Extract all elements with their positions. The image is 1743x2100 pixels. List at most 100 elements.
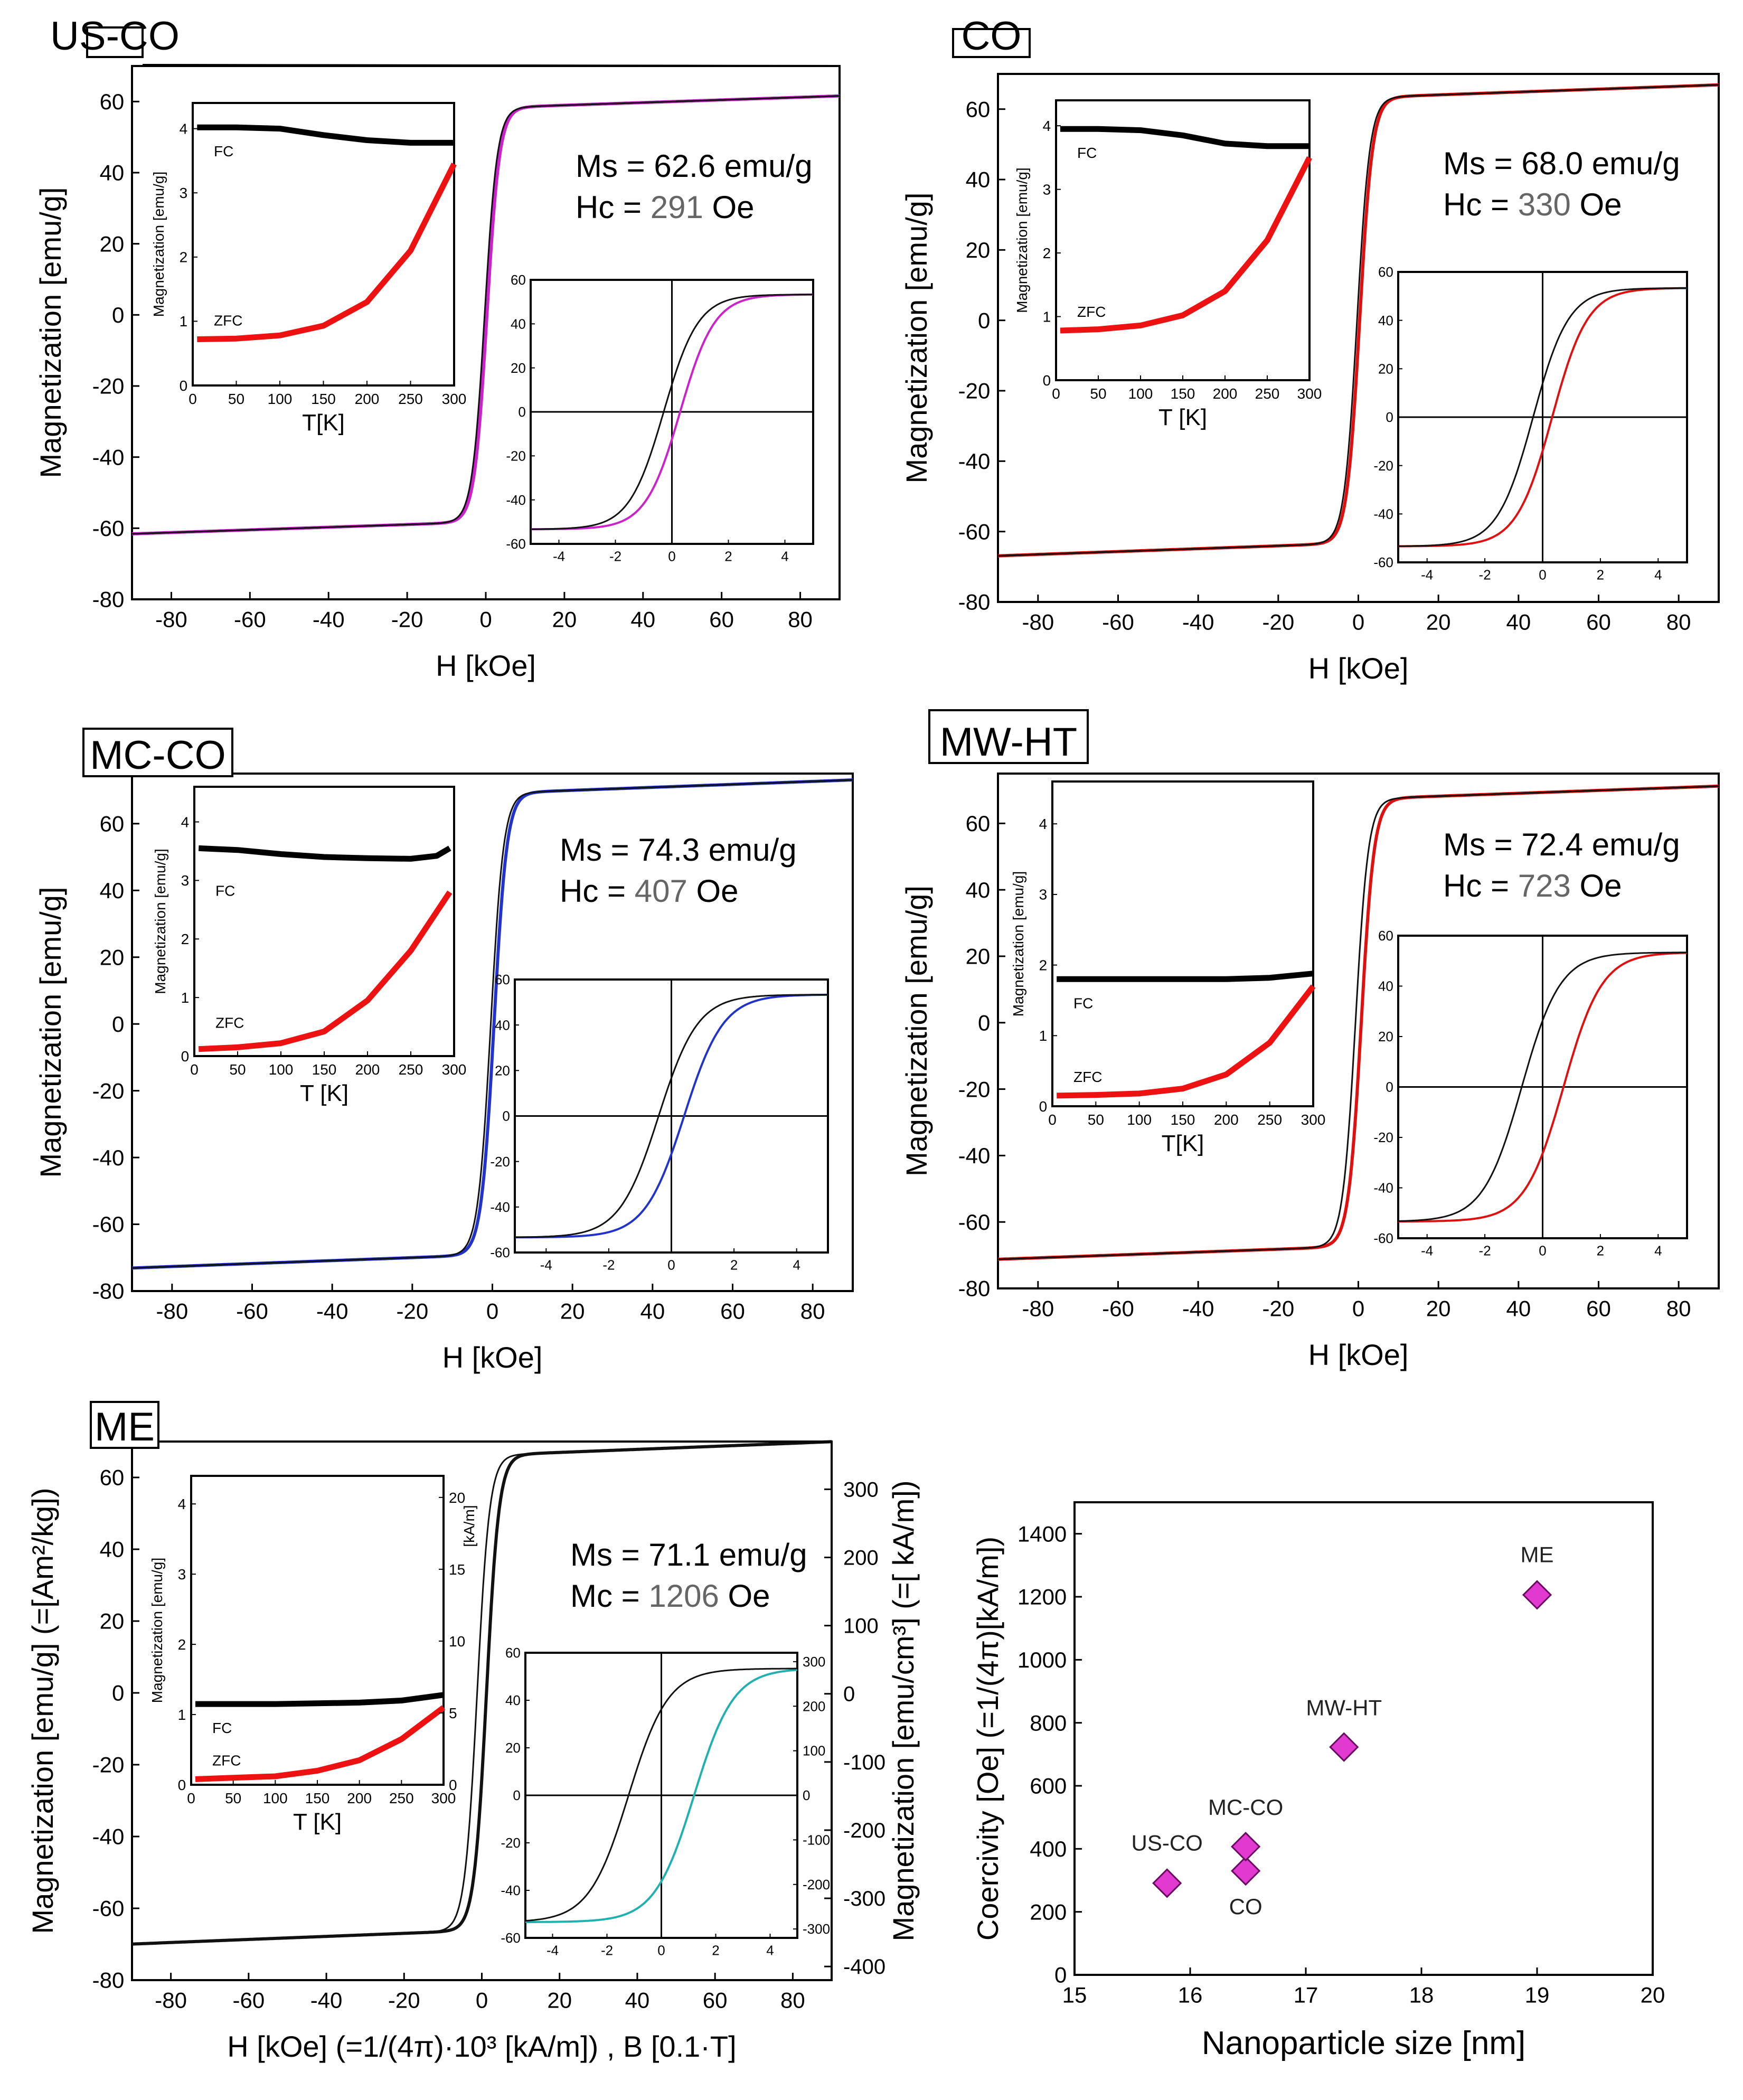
fc-zfc-y-tick-label: 0	[178, 1777, 186, 1793]
fc-zfc-y-tick-label: 3	[178, 1566, 186, 1583]
fc-zfc-x-tick-label: 150	[1171, 1112, 1195, 1128]
main-x-tick-label: -60	[236, 1299, 268, 1324]
fc-label: FC	[1073, 995, 1093, 1011]
fc-zfc-y-label: Magnetization [emu/g]	[152, 849, 168, 994]
fc-zfc-y-tick-label: 4	[180, 120, 188, 137]
loop-y-tick-label: -20	[490, 1154, 510, 1170]
main-y-tick-label: 60	[100, 812, 125, 836]
main-x-tick-label: -40	[316, 1299, 348, 1324]
main-x-tick-label: -20	[388, 1988, 420, 2013]
fc-zfc-right-tick-label: 10	[449, 1633, 465, 1650]
loop-branch-ascending	[525, 1669, 798, 1924]
y-axis-label: Magnetization [emu/g]	[900, 886, 933, 1176]
main-x-tick-label: 80	[788, 607, 813, 632]
fc-zfc-x-tick-label: 300	[1301, 1112, 1326, 1128]
fc-zfc-y-tick-label: 2	[181, 931, 190, 947]
fc-zfc-right-tick-label: 20	[449, 1490, 465, 1506]
fc-zfc-x-tick-label: 150	[311, 391, 336, 407]
fc-zfc-x-tick-label: 200	[1213, 385, 1238, 402]
hc-value: 1206	[648, 1578, 719, 1614]
loop-branch-descending	[1398, 952, 1688, 1222]
loop-x-tick-label: 0	[1539, 567, 1546, 583]
scatter-y-tick-label: 0	[1054, 1963, 1067, 1988]
main-x-tick-label: -80	[155, 1988, 187, 2013]
main-y-tick-label: 40	[100, 161, 125, 185]
fc-zfc-y-tick-label: 0	[1043, 372, 1051, 389]
hc-unit: Oe	[703, 190, 755, 225]
loop-x-tick-label: 0	[657, 1943, 665, 1958]
hc-annotation: Hc = 407 Oe	[560, 873, 739, 909]
fc-zfc-x-label: T[K]	[302, 410, 345, 436]
loop-y-tick-label: -60	[490, 1245, 510, 1260]
loop-right-tick-label: 200	[803, 1698, 825, 1714]
x-axis-label: H [kOe]	[1308, 652, 1409, 685]
loop-y-tick-label: -60	[501, 1930, 521, 1946]
scatter-x-tick-label: 19	[1525, 1983, 1550, 2008]
main-y-tick-label: 40	[966, 167, 991, 192]
fc-label: FC	[215, 882, 235, 899]
fc-zfc-x-tick-label: 250	[399, 1061, 423, 1078]
fc-zfc-x-tick-label: 300	[431, 1790, 456, 1806]
scatter-x-tick-label: 17	[1294, 1983, 1318, 2008]
fc-zfc-x-tick-label: 50	[229, 1061, 246, 1078]
scatter-y-tick-label: 1000	[1017, 1647, 1067, 1672]
loop-y-tick-label: 20	[505, 1740, 521, 1756]
main-x-tick-label: 20	[1426, 610, 1451, 635]
fc-zfc-y-label: Magnetization [emu/g]	[150, 172, 167, 317]
sample-tag: ME	[95, 1405, 155, 1449]
main-x-tick-label: -80	[156, 1299, 188, 1324]
main-x-tick-label: 20	[552, 607, 577, 632]
loop-y-tick-label: 60	[1378, 264, 1393, 280]
fc-zfc-y-tick-label: 2	[1039, 957, 1048, 973]
fc-zfc-y-tick-label: 2	[1043, 245, 1051, 261]
zfc-curve	[1060, 156, 1312, 334]
loop-y-tick-label: -20	[1373, 1129, 1393, 1145]
loop-x-tick-label: 0	[1539, 1243, 1546, 1259]
loop-branch-ascending	[514, 993, 828, 1239]
main-x-tick-label: -40	[1182, 610, 1214, 635]
main-x-tick-label: -40	[310, 1988, 343, 2013]
main-y-tick-label: -80	[92, 1968, 125, 1993]
fc-zfc-y-label: Magnetization [emu/g]	[1010, 871, 1026, 1017]
main-y-tick-label: -60	[92, 1896, 125, 1921]
tag-rule	[142, 64, 840, 67]
loop-x-tick-label: -4	[540, 1257, 552, 1273]
fc-zfc-y-tick-label: 2	[180, 249, 188, 266]
main-x-tick-label: -60	[232, 1988, 265, 2013]
main-y-tick-label: 0	[978, 1010, 990, 1035]
loop-x-tick-label: 4	[781, 549, 788, 564]
zfc-label: ZFC	[214, 312, 242, 328]
main-x-tick-label: 80	[780, 1988, 805, 2013]
hysteresis-curve-descending	[997, 84, 1719, 557]
sample-tag: CO	[962, 14, 1022, 59]
hysteresis-curve-descending	[997, 785, 1719, 1260]
hc-prefix: Hc =	[1443, 187, 1518, 222]
ms-annotation: Ms = 71.1 emu/g	[570, 1537, 807, 1572]
fc-zfc-inset-frame	[190, 1475, 445, 1786]
loop-branch-descending	[1398, 287, 1687, 547]
fc-zfc-y-tick-label: 3	[1039, 887, 1048, 903]
fc-zfc-x-tick-label: 300	[442, 1061, 467, 1078]
panel-mc-co: -80 -60 -40 -20 0 20 40 60 80-80-60-40-200204060…	[34, 728, 854, 1374]
loop-x-tick-label: 0	[668, 549, 675, 564]
loop-x-tick-label: -2	[1479, 567, 1491, 583]
fc-zfc-x-tick-label: 100	[269, 1061, 294, 1078]
main-y-tick-label: -40	[92, 445, 125, 469]
right-y-tick-label: -300	[843, 1887, 885, 1910]
fc-zfc-x-tick-label: 100	[263, 1790, 288, 1806]
fc-zfc-x-tick-label: 50	[225, 1790, 241, 1806]
hc-prefix: Hc =	[560, 873, 635, 909]
hc-unit: Oe	[719, 1578, 770, 1614]
main-x-tick-label: -20	[391, 607, 423, 632]
y-axis-label: Magnetization [emu/g] (=[Am²/kg])	[26, 1487, 59, 1934]
loop-x-tick-label: 2	[724, 549, 732, 564]
right-y-tick-label: -100	[843, 1751, 885, 1774]
panel-co: -80 -60 -40 -20 0 20 40 60 80-80-60-40-200204060…	[900, 14, 1720, 685]
main-y-tick-label: -20	[92, 1078, 125, 1103]
hc-annotation: Hc = 330 Oe	[1443, 187, 1622, 222]
loop-x-tick-label: -4	[1421, 1243, 1433, 1259]
loop-x-tick-label: 4	[1654, 567, 1662, 583]
x-axis-label: H [kOe]	[436, 649, 536, 682]
main-y-tick-label: -80	[958, 590, 991, 615]
